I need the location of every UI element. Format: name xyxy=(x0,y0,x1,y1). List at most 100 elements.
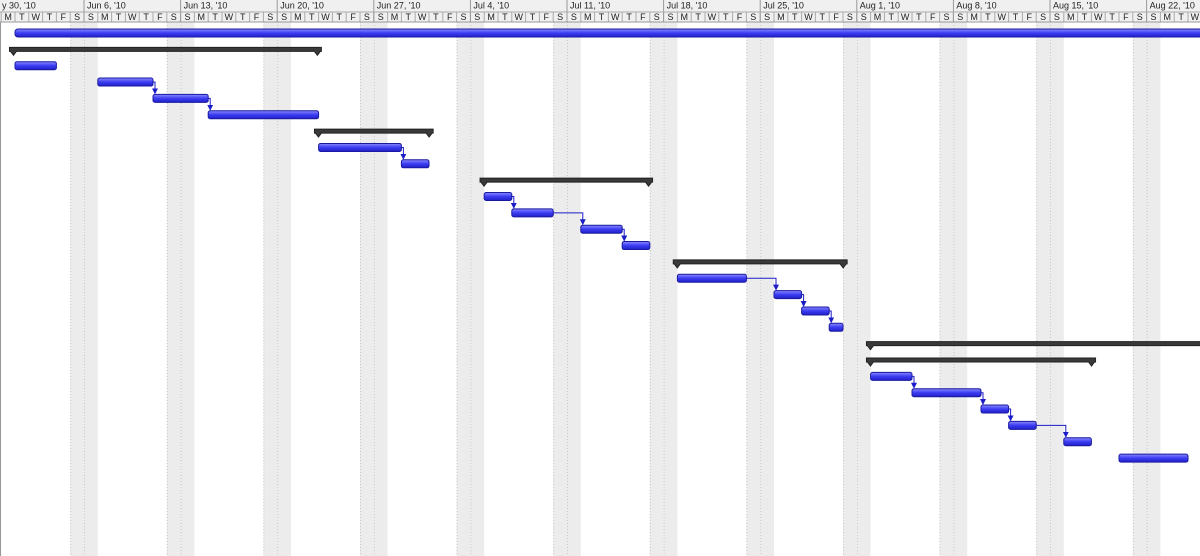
day-label: T xyxy=(212,12,218,22)
day-label: M xyxy=(101,12,109,22)
day-label: S xyxy=(1040,12,1046,22)
nonworking-day xyxy=(456,22,471,556)
nonworking-day xyxy=(360,22,374,556)
nonworking-day xyxy=(180,22,195,556)
nonworking-day xyxy=(470,22,485,556)
day-label: T xyxy=(1013,12,1019,22)
nonworking-day xyxy=(1050,22,1064,556)
day-label: W xyxy=(321,12,330,22)
day-label: F xyxy=(157,12,163,22)
task-bar xyxy=(621,241,651,251)
day-label: S xyxy=(460,12,466,22)
day-label: M xyxy=(487,12,495,22)
week-label: Aug 1, '10 xyxy=(860,0,900,10)
day-label: T xyxy=(1178,12,1184,22)
dependency-arrow xyxy=(911,375,917,389)
nonworking-day xyxy=(856,22,871,556)
day-label: F xyxy=(1027,12,1033,22)
nonworking-day xyxy=(939,22,954,556)
day-label: M xyxy=(1067,12,1075,22)
week-label: Jun 13, '10 xyxy=(184,0,228,10)
dependency-arrow xyxy=(1007,408,1014,422)
dependency-arrow xyxy=(207,97,214,111)
nonworking-day xyxy=(843,22,857,556)
nonworking-day xyxy=(263,22,278,556)
day-label: M xyxy=(681,12,689,22)
day-label: S xyxy=(267,12,273,22)
timescale-header xyxy=(0,0,1200,22)
nonworking-day xyxy=(953,22,968,556)
day-label: S xyxy=(943,12,949,22)
day-label: W xyxy=(31,12,40,22)
day-label: S xyxy=(378,12,384,22)
day-label: F xyxy=(350,12,356,22)
day-label: T xyxy=(47,12,53,22)
day-label: T xyxy=(1109,12,1115,22)
day-label: F xyxy=(544,12,550,22)
task-bar xyxy=(676,273,747,283)
day-label: F xyxy=(833,12,839,22)
task-bar xyxy=(14,61,57,71)
day-label: W xyxy=(418,12,427,22)
task-bar xyxy=(152,93,209,103)
day-label: F xyxy=(930,12,936,22)
day-label: T xyxy=(695,12,701,22)
nonworking-day xyxy=(663,22,678,556)
day-label: W xyxy=(225,12,234,22)
day-label: F xyxy=(254,12,260,22)
day-label: T xyxy=(116,12,122,22)
day-label: W xyxy=(128,12,137,22)
summary-bar xyxy=(672,259,848,269)
day-label: S xyxy=(750,12,756,22)
day-label: W xyxy=(611,12,620,22)
day-label: T xyxy=(889,12,895,22)
task-bar xyxy=(483,192,513,201)
project-bar xyxy=(14,28,1200,38)
nonworking-day xyxy=(1146,22,1161,556)
dependency-arrow xyxy=(746,277,779,291)
dependency-arrow xyxy=(1036,424,1069,438)
day-label: M xyxy=(874,12,882,22)
day-label: T xyxy=(502,12,508,22)
day-label: F xyxy=(640,12,646,22)
day-label: W xyxy=(514,12,523,22)
day-label: T xyxy=(723,12,729,22)
day-label: S xyxy=(654,12,660,22)
week-label: Jul 4, '10 xyxy=(473,0,509,10)
day-label: M xyxy=(4,12,12,22)
day-label: F xyxy=(737,12,743,22)
task-bar xyxy=(1063,437,1092,447)
day-label: W xyxy=(804,12,813,22)
day-label: S xyxy=(364,12,370,22)
week-label: Aug 22, '10 xyxy=(1150,0,1195,10)
day-label: T xyxy=(626,12,632,22)
day-label: W xyxy=(708,12,717,22)
week-label: Aug 15, '10 xyxy=(1053,0,1098,10)
nonworking-day xyxy=(760,22,774,556)
nonworking-day xyxy=(567,22,581,556)
week-label: Jul 25, '10 xyxy=(763,0,804,10)
task-bar xyxy=(97,77,154,87)
week-label: y 30, '10 xyxy=(2,0,36,10)
day-label: S xyxy=(957,12,963,22)
task-bar xyxy=(773,290,803,300)
day-label: S xyxy=(1054,12,1060,22)
day-label: W xyxy=(997,12,1006,22)
day-label: T xyxy=(337,12,343,22)
day-label: T xyxy=(19,12,25,22)
day-label: W xyxy=(1094,12,1103,22)
task-bar xyxy=(580,224,623,234)
nonworking-day xyxy=(649,22,664,556)
day-label: T xyxy=(599,12,605,22)
dependency-arrow xyxy=(980,392,986,406)
day-label: S xyxy=(1137,12,1143,22)
summary-bar xyxy=(865,357,1097,367)
day-label: M xyxy=(777,12,785,22)
nonworking-day xyxy=(373,22,388,556)
week-label: Jun 27, '10 xyxy=(377,0,421,10)
day-label: F xyxy=(61,12,67,22)
day-label: T xyxy=(240,12,246,22)
nonworking-day xyxy=(84,22,98,556)
